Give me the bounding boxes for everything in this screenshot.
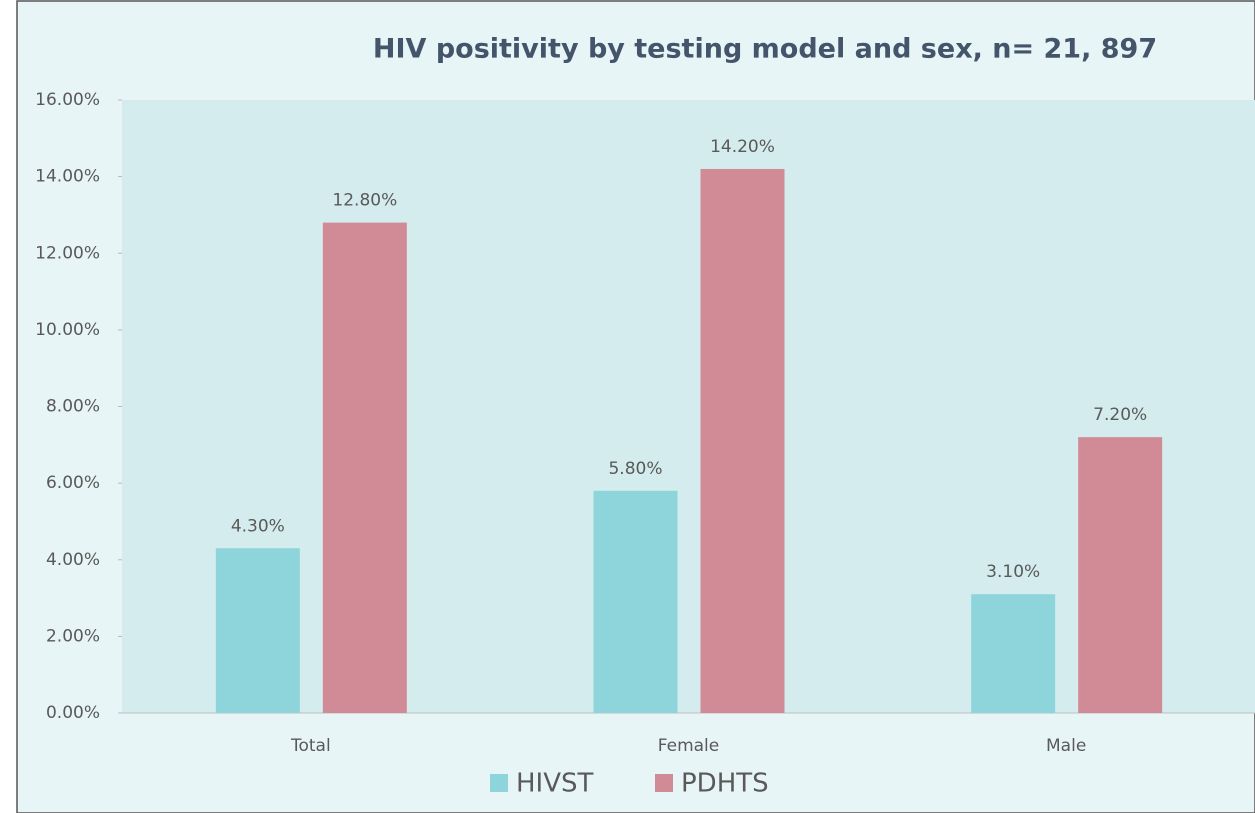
y-tick-label: 6.00% (46, 473, 100, 493)
y-tick-label: 8.00% (46, 397, 100, 417)
y-tick-label: 10.00% (35, 320, 100, 340)
data-label: 3.10% (986, 562, 1040, 582)
y-tick-label: 14.00% (35, 167, 100, 187)
y-tick-label: 4.00% (46, 550, 100, 570)
y-tick-label: 12.00% (35, 243, 100, 263)
bar (971, 594, 1056, 713)
bar (1078, 437, 1163, 713)
data-label: 7.20% (1093, 405, 1147, 425)
data-label: 4.30% (231, 516, 285, 536)
data-label: 14.20% (710, 137, 775, 157)
x-tick-label: Male (1046, 736, 1086, 756)
data-label: 5.80% (608, 459, 662, 479)
bar (700, 168, 785, 713)
x-tick-label: Female (658, 736, 719, 756)
plot-area (122, 100, 1255, 713)
y-tick-label: 16.00% (35, 90, 100, 110)
data-label: 12.80% (332, 191, 397, 211)
legend-label: PDHTS (681, 769, 769, 799)
bar (593, 490, 678, 713)
x-tick-label: Total (290, 736, 331, 756)
legend-label: HIVST (516, 769, 594, 799)
legend-swatch (490, 774, 508, 792)
chart-title: HIV positivity by testing model and sex,… (373, 34, 1157, 65)
y-tick-label: 0.00% (46, 703, 100, 723)
bar (215, 548, 300, 713)
bar (322, 222, 407, 713)
legend-swatch (655, 774, 673, 792)
y-tick-label: 2.00% (46, 626, 100, 646)
